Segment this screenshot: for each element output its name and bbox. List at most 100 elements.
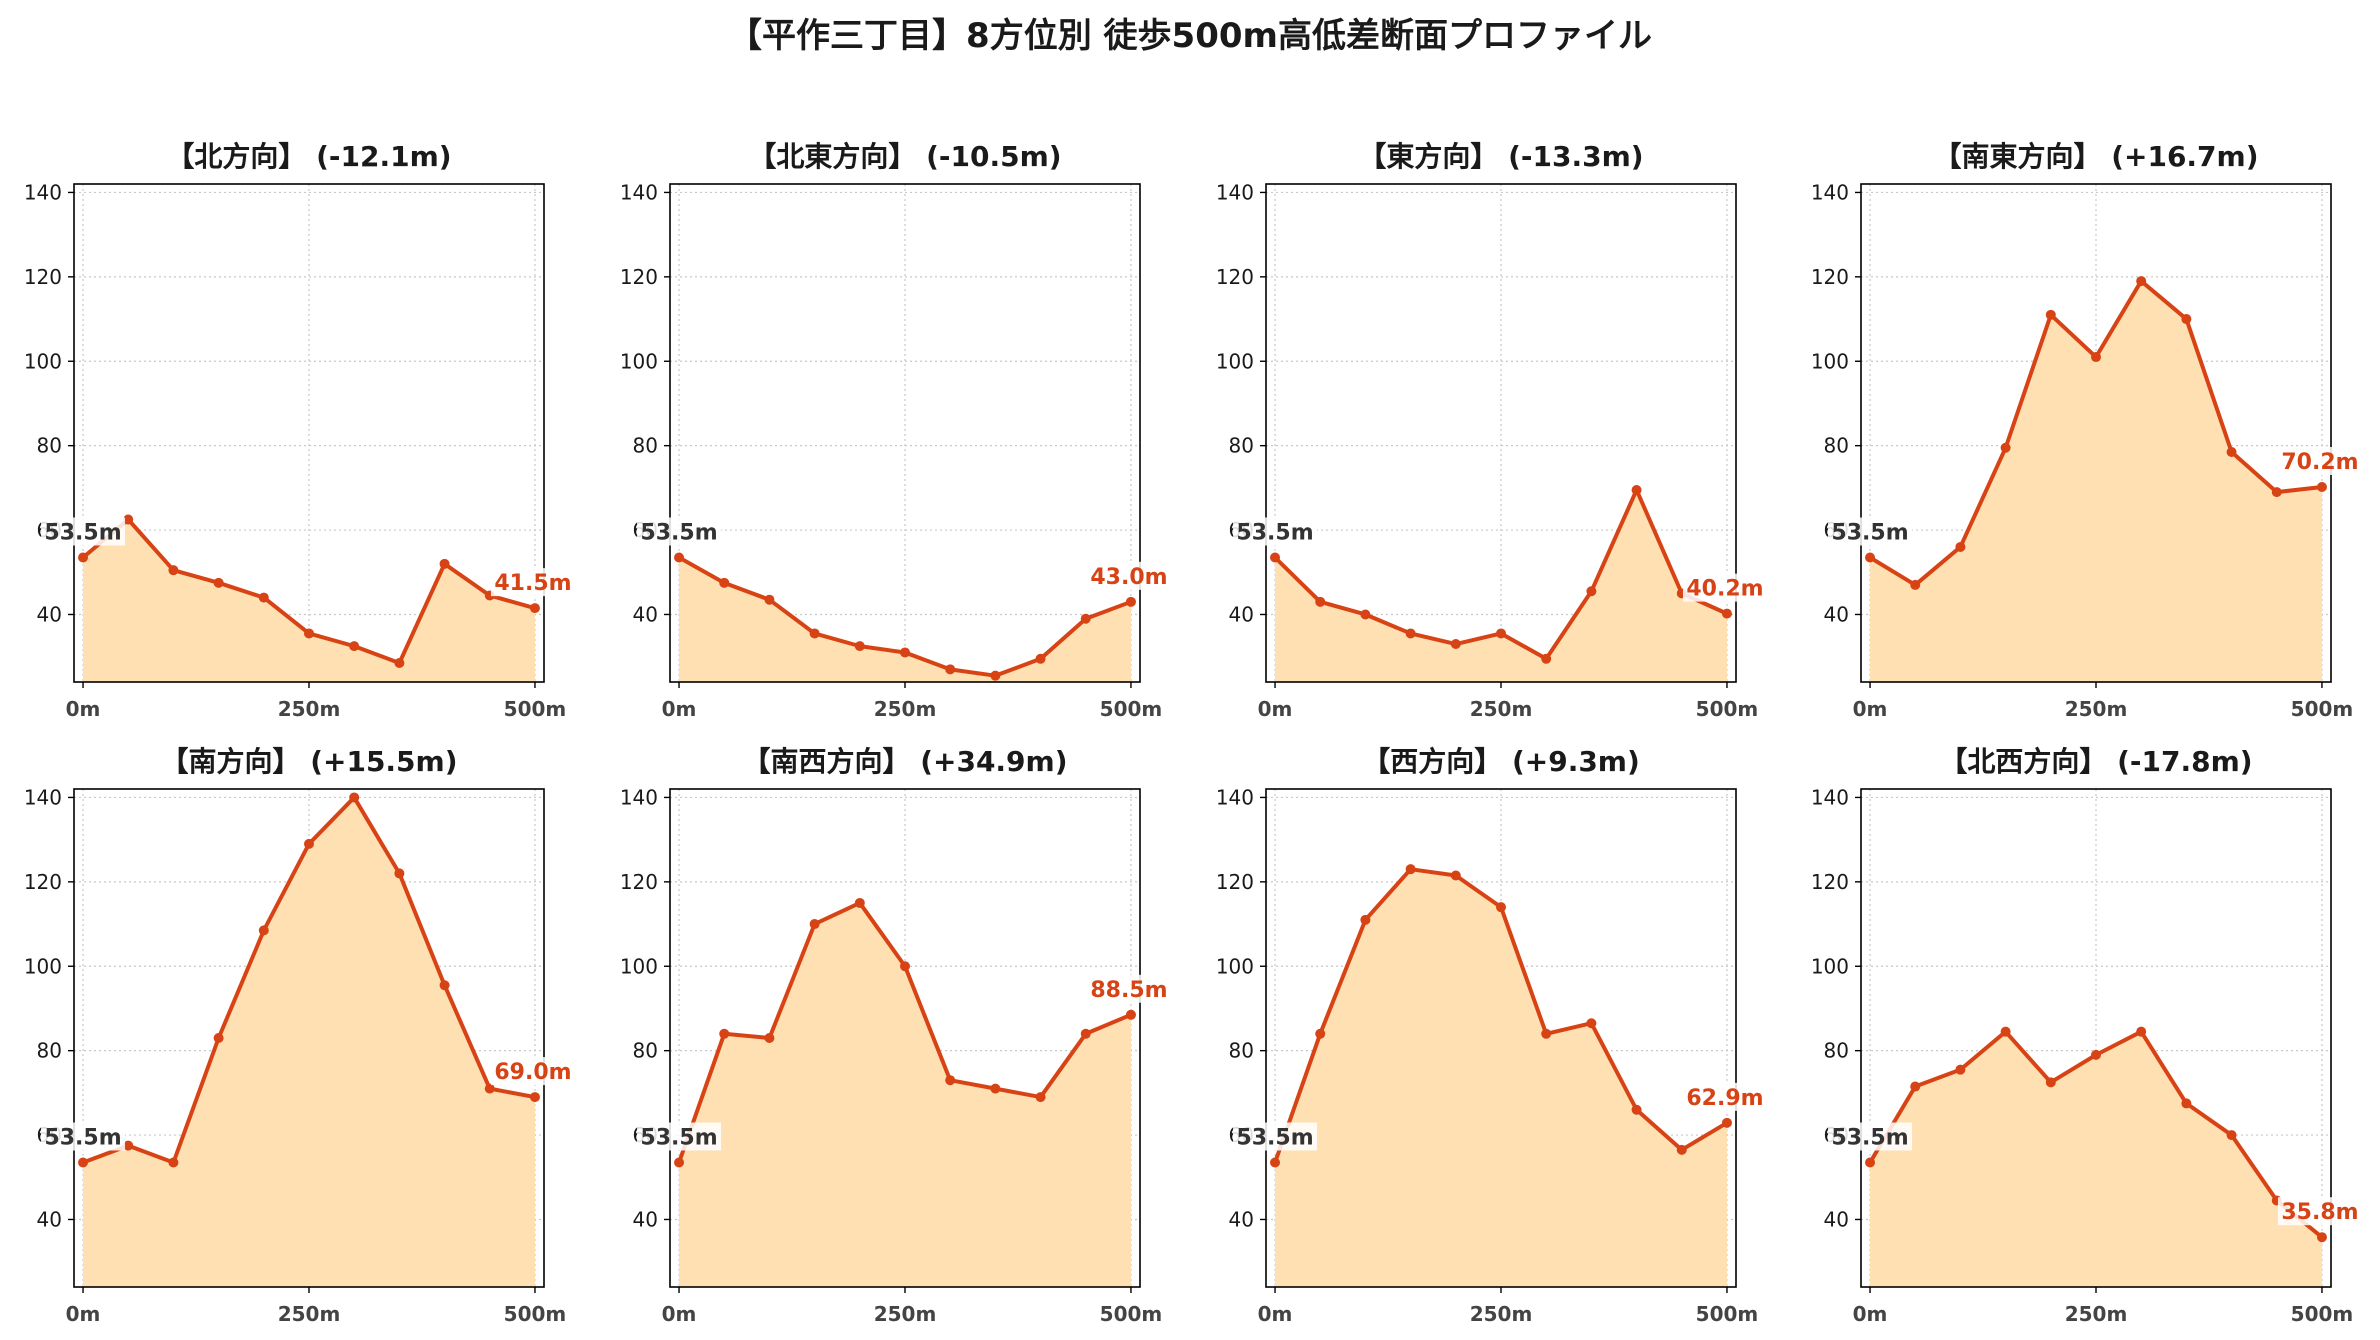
data-point [2091, 1049, 2101, 1060]
data-point [1035, 1092, 1046, 1103]
elevation-area [83, 519, 535, 682]
subplot-title: 【北西方向】 (-17.8m) [1939, 745, 2252, 778]
y-tick-label: 140 [24, 785, 62, 809]
start-label-bg [1828, 517, 1913, 546]
end-elevation-label: 70.2m [2281, 450, 2358, 475]
data-point [1035, 653, 1046, 664]
subplot-title: 【北東方向】 (-10.5m) [748, 140, 1061, 173]
start-label-bg [41, 1122, 126, 1151]
x-tick-label: 0m [1853, 697, 1888, 721]
y-tick-label: 120 [620, 265, 658, 289]
x-tick-label: 250m [278, 697, 341, 721]
data-point [349, 641, 360, 652]
elevation-area [679, 557, 1131, 682]
subplot-title: 【南方向】 (+15.5m) [160, 745, 457, 778]
data-point [484, 1083, 495, 1094]
data-point [990, 670, 1001, 681]
y-tick-label: 100 [24, 954, 62, 978]
y-tick-label: 40 [633, 1207, 658, 1231]
data-point [1910, 579, 1921, 590]
y-tick-label: 80 [633, 1039, 658, 1063]
end-elevation-label: 88.5m [1090, 978, 1167, 1003]
data-point [78, 552, 89, 563]
y-tick-label: 140 [1216, 785, 1254, 809]
start-elevation-label: 53.5m [1831, 521, 1908, 546]
data-point [1080, 613, 1091, 624]
elevation-area [1275, 489, 1727, 682]
y-tick-label: 40 [633, 602, 658, 626]
x-tick-label: 500m [504, 1302, 567, 1326]
start-label-bg [41, 517, 126, 546]
x-tick-label: 500m [1100, 1302, 1163, 1326]
data-point [1360, 914, 1371, 925]
x-tick-label: 0m [662, 697, 697, 721]
subplot-7: 【西方向】 (+9.3m)4060801001201400m250m500m53… [1216, 745, 1767, 1326]
y-tick-label: 80 [37, 1039, 62, 1063]
data-point [900, 961, 910, 972]
y-tick-label: 40 [37, 1207, 62, 1231]
data-point [394, 868, 405, 879]
x-tick-label: 250m [1470, 1302, 1533, 1326]
x-tick-label: 250m [1470, 697, 1533, 721]
x-tick-label: 0m [66, 697, 101, 721]
y-tick-label: 100 [620, 349, 658, 373]
data-point [1586, 586, 1597, 597]
data-point [809, 628, 820, 639]
data-point [2316, 482, 2327, 493]
data-point [990, 1083, 1001, 1094]
start-elevation-label: 53.5m [640, 521, 717, 546]
y-tick-label: 40 [1824, 602, 1849, 626]
y-tick-label: 80 [1824, 434, 1849, 458]
data-point [945, 664, 956, 675]
data-point [1721, 608, 1732, 619]
data-point [2226, 446, 2237, 457]
x-tick-label: 500m [1100, 697, 1163, 721]
subplot-8: 【北西方向】 (-17.8m)4060801001201400m250m500m… [1811, 745, 2362, 1326]
start-label-bg [637, 517, 722, 546]
y-tick-label: 80 [37, 434, 62, 458]
end-label-bg [1682, 573, 1767, 602]
data-point [2091, 352, 2101, 363]
y-tick-label: 140 [1216, 180, 1254, 204]
data-point [1541, 653, 1552, 664]
end-label-bg [490, 1057, 575, 1086]
subplot-title: 【東方向】 (-13.3m) [1358, 140, 1643, 173]
subplot-5: 【南方向】 (+15.5m)4060801001201400m250m500m5… [24, 745, 575, 1326]
data-point [809, 919, 820, 930]
data-point [1955, 541, 1966, 552]
data-point [719, 1028, 730, 1039]
y-tick-label: 100 [620, 954, 658, 978]
y-tick-label: 40 [1229, 1207, 1254, 1231]
elevation-area [1870, 281, 2322, 682]
data-point [1541, 1028, 1552, 1039]
data-point [2045, 1077, 2056, 1088]
x-tick-label: 500m [2291, 1302, 2354, 1326]
data-point [1910, 1081, 1921, 1092]
start-label-bg [1233, 517, 1318, 546]
data-point [2181, 1098, 2192, 1109]
data-point [304, 628, 314, 639]
data-point [1125, 596, 1136, 607]
data-point [1125, 1009, 1136, 1020]
subplot-4: 【南東方向】 (+16.7m)4060801001201400m250m500m… [1811, 140, 2362, 721]
x-tick-label: 500m [2291, 697, 2354, 721]
data-point [1631, 1104, 1642, 1115]
data-point [854, 897, 865, 908]
y-tick-label: 40 [37, 602, 62, 626]
data-point [1270, 552, 1281, 563]
end-label-bg [1086, 561, 1171, 590]
data-point [764, 1033, 775, 1043]
start-elevation-label: 53.5m [1236, 1126, 1313, 1151]
data-point [1865, 1157, 1876, 1168]
data-point [900, 647, 910, 658]
y-tick-label: 140 [1811, 785, 1849, 809]
end-elevation-label: 69.0m [494, 1060, 571, 1085]
y-tick-label: 80 [1824, 1039, 1849, 1063]
data-point [1496, 902, 1506, 913]
data-point [2181, 314, 2192, 325]
data-point [529, 1092, 540, 1103]
start-label-bg [637, 1122, 722, 1151]
data-point [674, 552, 685, 563]
y-tick-label: 100 [1811, 349, 1849, 373]
data-point [1360, 609, 1371, 620]
